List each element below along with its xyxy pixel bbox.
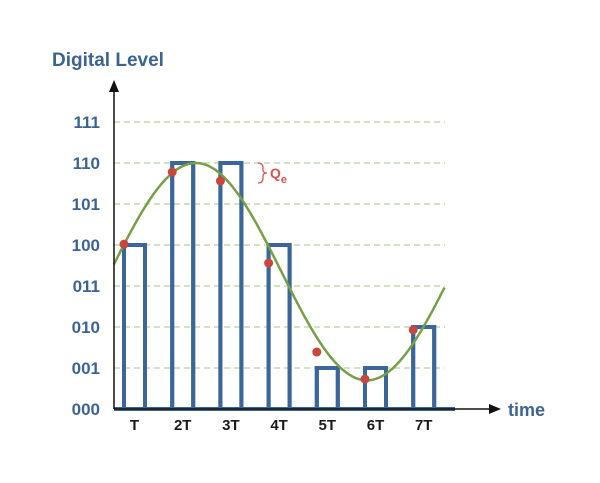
y-tick-label: 000 [72,400,100,419]
x-tick-label: 5T [319,417,337,434]
sample-point [215,176,225,186]
y-tick-label: 100 [72,236,100,255]
x-axis-arrow-icon [489,404,501,414]
quantized-pulse [314,366,340,411]
y-tick-label: 010 [72,318,100,337]
y-tick-label: 011 [73,277,100,296]
x-tick-label: 6T [367,417,385,434]
sample-point [264,258,274,268]
sample-point [408,325,418,335]
grid-lines [114,121,445,369]
x-tick-label: 7T [415,417,433,434]
x-tick-label: T [130,417,139,434]
x-axis-title: time [508,400,545,420]
sample-point [360,374,370,384]
sample-point [312,347,322,357]
qe-annotation: Qe [270,165,287,186]
qe-brace-icon [257,162,268,184]
x-tick-label: 3T [222,417,240,434]
y-axis-arrow-icon [109,80,119,92]
y-tick-label: 101 [72,195,100,214]
y-tick-label: 001 [72,359,100,378]
x-tick-label: 4T [270,417,288,434]
y-tick-label: 110 [73,154,100,173]
x-tick-label: 2T [174,417,192,434]
y-tick-label: 111 [74,113,101,132]
sample-points [119,167,418,384]
sample-point [119,239,129,249]
sample-point [167,167,177,177]
quantized-pulse [363,366,388,411]
y-axis-title: Digital Level [52,50,164,71]
analog-signal-curve [112,161,446,382]
